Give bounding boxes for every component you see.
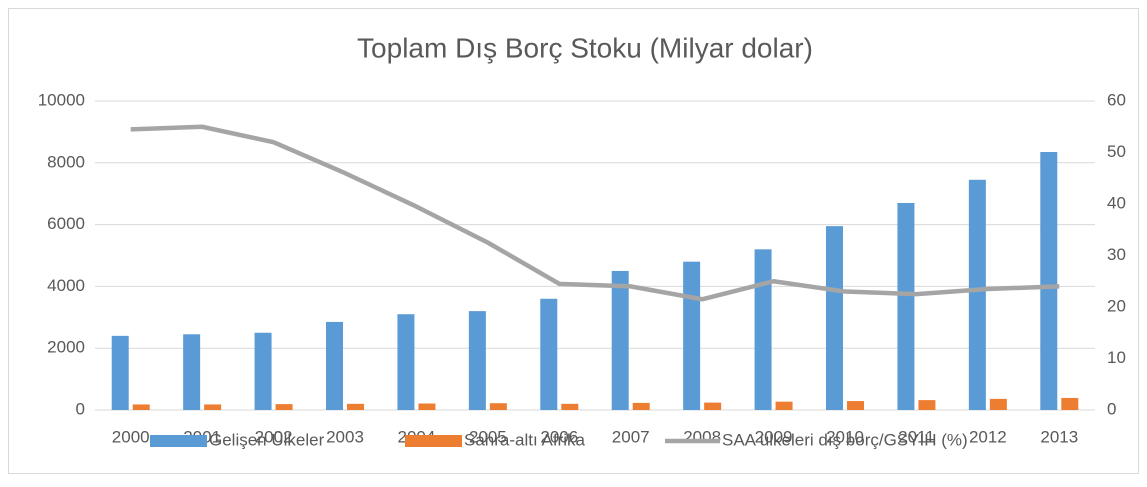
- bar: [561, 403, 579, 410]
- bar: [132, 404, 150, 410]
- x-tick-label: 2002: [255, 427, 293, 446]
- bar: [1061, 397, 1079, 410]
- y-tick-label: 8000: [47, 152, 85, 171]
- x-tick-label: 2008: [683, 427, 721, 446]
- bar: [683, 261, 701, 410]
- x-tick-label: 2013: [1040, 427, 1078, 446]
- bar: [183, 334, 201, 410]
- y-tick-label: 4000: [47, 276, 85, 295]
- y2-tick-label: 50: [1107, 142, 1126, 161]
- legend-swatch: [405, 435, 462, 447]
- bar: [826, 226, 843, 410]
- bar: [918, 400, 936, 410]
- bar: [632, 402, 650, 410]
- bar: [254, 332, 272, 410]
- x-tick-label: 2012: [969, 427, 1007, 446]
- y2-tick-label: 60: [1107, 90, 1126, 109]
- y-tick-label: 0: [76, 399, 85, 418]
- y2-tick-label: 30: [1107, 245, 1126, 264]
- legend-label: Gelişen Ülkeler: [209, 430, 325, 449]
- bar: [418, 403, 436, 410]
- legend-swatch: [150, 435, 207, 447]
- x-tick-label: 2000: [112, 427, 150, 446]
- line: [130, 124, 1060, 302]
- x-tick-label: 2006: [540, 427, 578, 446]
- bar: [111, 335, 129, 410]
- legend-label: SAA ülkeleri dış borç/GSYİH (%): [722, 430, 968, 449]
- bar: [754, 249, 772, 410]
- chart-title: Toplam Dış Borç Stoku (Milyar dolar): [357, 32, 813, 63]
- legend-label: Sahra-altı Afrika: [464, 430, 585, 449]
- x-tick-label: 2011: [898, 427, 935, 446]
- bar: [897, 202, 915, 410]
- bar: [397, 314, 415, 410]
- bar: [326, 321, 343, 410]
- y-tick-label: 10000: [38, 90, 85, 109]
- y-tick-label: 2000: [47, 338, 85, 357]
- bar: [704, 402, 722, 410]
- bar: [775, 401, 793, 410]
- y2-tick-label: 20: [1107, 296, 1126, 315]
- x-tick-label: 2005: [469, 427, 507, 446]
- bar: [611, 270, 629, 410]
- x-tick-label: 2009: [755, 427, 793, 446]
- x-tick-label: 2003: [326, 427, 364, 446]
- bar: [468, 311, 486, 410]
- bar: [989, 398, 1007, 410]
- bar: [1040, 151, 1058, 411]
- bar: [347, 403, 364, 410]
- bar: [489, 403, 507, 410]
- x-tick-label: 2010: [826, 427, 864, 446]
- y2-tick-label: 10: [1107, 348, 1126, 367]
- y-tick-label: 6000: [47, 214, 85, 233]
- x-tick-label: 2007: [612, 427, 650, 446]
- bar: [275, 404, 293, 410]
- bar: [847, 401, 864, 410]
- bar: [968, 179, 986, 410]
- bar: [540, 298, 558, 410]
- y2-tick-label: 40: [1107, 193, 1126, 212]
- bar: [204, 404, 222, 410]
- y2-tick-label: 0: [1107, 399, 1116, 418]
